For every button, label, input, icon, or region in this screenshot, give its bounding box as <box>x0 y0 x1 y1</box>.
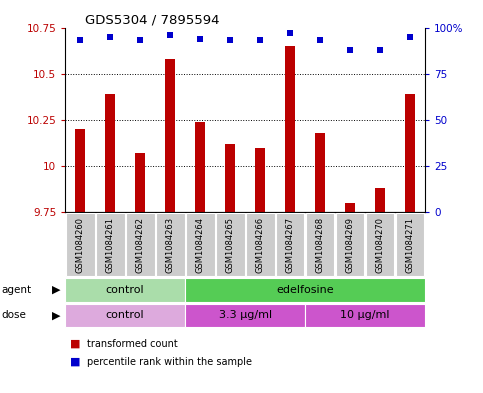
Text: ■: ■ <box>70 339 81 349</box>
Bar <box>375 188 385 212</box>
Text: GSM1084271: GSM1084271 <box>406 217 414 273</box>
Bar <box>135 153 145 212</box>
Point <box>226 37 234 44</box>
FancyBboxPatch shape <box>65 304 185 327</box>
Text: GSM1084266: GSM1084266 <box>256 217 265 273</box>
Point <box>136 37 144 44</box>
Text: GSM1084270: GSM1084270 <box>376 217 384 273</box>
Point <box>376 46 384 53</box>
FancyBboxPatch shape <box>96 213 125 276</box>
Point <box>286 30 294 36</box>
Text: 10 μg/ml: 10 μg/ml <box>341 310 390 320</box>
FancyBboxPatch shape <box>65 278 185 301</box>
FancyBboxPatch shape <box>366 213 395 276</box>
FancyBboxPatch shape <box>126 213 155 276</box>
Bar <box>75 129 85 212</box>
Bar <box>255 148 265 212</box>
Bar <box>405 94 415 212</box>
Point <box>76 37 84 44</box>
Text: control: control <box>106 310 144 320</box>
FancyBboxPatch shape <box>185 304 305 327</box>
FancyBboxPatch shape <box>336 213 365 276</box>
Bar <box>195 122 205 212</box>
FancyBboxPatch shape <box>306 213 335 276</box>
Bar <box>345 203 355 212</box>
Text: GSM1084267: GSM1084267 <box>285 217 295 273</box>
Text: control: control <box>106 285 144 295</box>
Text: GSM1084265: GSM1084265 <box>226 217 235 273</box>
FancyBboxPatch shape <box>276 213 304 276</box>
Bar <box>285 46 295 212</box>
Text: GSM1084260: GSM1084260 <box>76 217 85 273</box>
Point <box>106 33 114 40</box>
FancyBboxPatch shape <box>186 213 214 276</box>
FancyBboxPatch shape <box>246 213 274 276</box>
FancyBboxPatch shape <box>66 213 95 276</box>
Text: GSM1084261: GSM1084261 <box>106 217 114 273</box>
Text: GSM1084263: GSM1084263 <box>166 217 175 273</box>
Text: percentile rank within the sample: percentile rank within the sample <box>87 356 252 367</box>
Text: 3.3 μg/ml: 3.3 μg/ml <box>219 310 271 320</box>
Point <box>406 33 414 40</box>
Text: GSM1084268: GSM1084268 <box>315 217 325 273</box>
Text: GSM1084262: GSM1084262 <box>136 217 145 273</box>
Bar <box>225 144 235 212</box>
FancyBboxPatch shape <box>185 278 425 301</box>
Point <box>196 35 204 42</box>
Text: transformed count: transformed count <box>87 339 178 349</box>
Bar <box>315 133 326 212</box>
Text: agent: agent <box>1 285 31 295</box>
Text: ▶: ▶ <box>52 285 60 295</box>
FancyBboxPatch shape <box>396 213 425 276</box>
Point <box>166 32 174 38</box>
Bar <box>165 59 175 212</box>
Text: ▶: ▶ <box>52 310 60 320</box>
FancyBboxPatch shape <box>305 304 425 327</box>
Text: GDS5304 / 7895594: GDS5304 / 7895594 <box>85 14 219 27</box>
FancyBboxPatch shape <box>216 213 244 276</box>
Point <box>346 46 354 53</box>
Point <box>316 37 324 44</box>
Text: dose: dose <box>1 310 26 320</box>
Text: edelfosine: edelfosine <box>276 285 334 295</box>
Text: GSM1084264: GSM1084264 <box>196 217 205 273</box>
Text: ■: ■ <box>70 356 81 367</box>
FancyBboxPatch shape <box>156 213 185 276</box>
Bar <box>105 94 115 212</box>
Point <box>256 37 264 44</box>
Text: GSM1084269: GSM1084269 <box>345 217 355 273</box>
